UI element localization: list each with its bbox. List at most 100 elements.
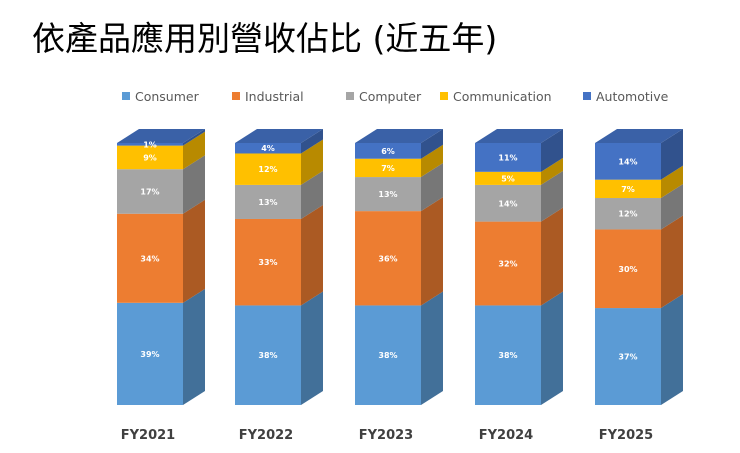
bar-segment-computer (117, 169, 183, 214)
data-label: 12% (618, 210, 637, 219)
legend-swatch (440, 92, 448, 100)
bar-segment-industrial (475, 221, 541, 306)
bar-top (595, 129, 683, 143)
data-label: 17% (140, 187, 159, 196)
bar-segment-computer (475, 184, 541, 222)
bar-segment-consumer (235, 305, 301, 405)
bar-top (355, 129, 443, 143)
bar-segment-side (661, 129, 683, 180)
bar-segment-consumer (117, 302, 183, 405)
bar-segment-side (661, 165, 683, 199)
bar-segment-side (183, 129, 205, 146)
bar-segment-side (421, 129, 443, 159)
bar-segment-automotive (475, 143, 541, 172)
bar-segment-side (183, 155, 205, 214)
bar-FY2021: 39% 34% 17% 9% 1% (117, 129, 205, 405)
bar-segment-communication (355, 158, 421, 178)
data-label: 9% (143, 153, 157, 162)
bar-segment-computer (355, 177, 421, 212)
bar-top (117, 129, 205, 143)
bar-segment-side (541, 170, 563, 222)
data-label: 11% (498, 153, 517, 162)
bar-segment-side (661, 294, 683, 405)
data-label: 33% (258, 258, 277, 267)
bar-FY2024: 38% 32% 14% 5% 11% (475, 129, 563, 405)
bar-segment-side (301, 129, 323, 154)
bar-segment-side (301, 291, 323, 405)
bar-segment-communication (235, 153, 301, 185)
bar-segment-side (541, 207, 563, 306)
data-label: 4% (261, 144, 275, 153)
bar-segment-side (541, 291, 563, 405)
bar-segment-computer (595, 198, 661, 230)
bar-FY2023: 38% 36% 13% 7% 6% (355, 129, 443, 405)
bar-segment-industrial (355, 211, 421, 306)
data-label: 13% (378, 190, 397, 199)
data-label: 14% (618, 157, 637, 166)
data-label: 7% (381, 164, 395, 173)
bar-segment-side (541, 157, 563, 185)
data-label: 6% (381, 147, 395, 156)
legend-item-computer: Computer (346, 89, 422, 104)
data-label: 36% (378, 254, 397, 263)
legend-item-industrial: Industrial (232, 89, 304, 104)
data-label: 38% (498, 351, 517, 360)
data-label: 14% (498, 199, 517, 208)
bar-segment-consumer (355, 305, 421, 405)
bar-segment-consumer (475, 305, 541, 405)
bar-FY2022: 38% 33% 13% 12% 4% (235, 129, 323, 405)
legend-label: Consumer (135, 89, 200, 104)
bar-segment-side (661, 215, 683, 309)
bar-segment-automotive (117, 143, 183, 146)
x-tick-label: FY2023 (359, 428, 413, 443)
data-label: 5% (501, 174, 515, 183)
legend-label: Automotive (596, 89, 669, 104)
data-label: 7% (621, 185, 635, 194)
chart-title: 依產品應用別營收佔比 (近五年) (32, 19, 498, 58)
legend-swatch (346, 92, 354, 100)
bar-segment-side (301, 204, 323, 306)
bar-segment-side (301, 139, 323, 185)
legend-item-communication: Communication (440, 89, 552, 104)
bar-segment-side (183, 288, 205, 405)
bar-segment-communication (117, 145, 183, 170)
bar-segment-side (661, 184, 683, 230)
data-label: 12% (258, 165, 277, 174)
x-tick-label: FY2022 (239, 428, 293, 443)
bar-top (235, 129, 323, 143)
bar-segment-side (421, 163, 443, 212)
legend-label: Computer (359, 89, 422, 104)
bar-segment-industrial (235, 218, 301, 306)
x-tick-label: FY2025 (599, 428, 653, 443)
data-label: 13% (258, 198, 277, 207)
bar-segment-consumer (595, 308, 661, 405)
bar-segment-automotive (595, 143, 661, 180)
data-label: 38% (378, 351, 397, 360)
bar-segment-industrial (117, 213, 183, 303)
x-tick-label: FY2021 (121, 428, 175, 443)
legend-swatch (232, 92, 240, 100)
legend-label: Industrial (245, 89, 304, 104)
data-label: 32% (498, 260, 517, 269)
bar-segment-communication (475, 171, 541, 185)
bar-segment-side (301, 170, 323, 219)
data-label: 30% (618, 265, 637, 274)
data-label: 1% (143, 140, 157, 149)
data-label: 38% (258, 351, 277, 360)
data-label: 39% (140, 350, 159, 359)
bar-segment-side (421, 197, 443, 306)
bar-segment-computer (235, 184, 301, 219)
bar-segment-automotive (355, 143, 421, 159)
data-label: 34% (140, 254, 159, 263)
bar-segment-side (183, 131, 205, 170)
bar-segment-industrial (595, 229, 661, 309)
bar-segment-side (421, 144, 443, 178)
bar-segment-communication (595, 179, 661, 199)
legend-item-consumer: Consumer (122, 89, 200, 104)
legend-swatch (583, 92, 591, 100)
legend-label: Communication (453, 89, 552, 104)
x-tick-label: FY2024 (479, 428, 533, 443)
bar-FY2025: 37% 30% 12% 7% 14% (595, 129, 683, 405)
